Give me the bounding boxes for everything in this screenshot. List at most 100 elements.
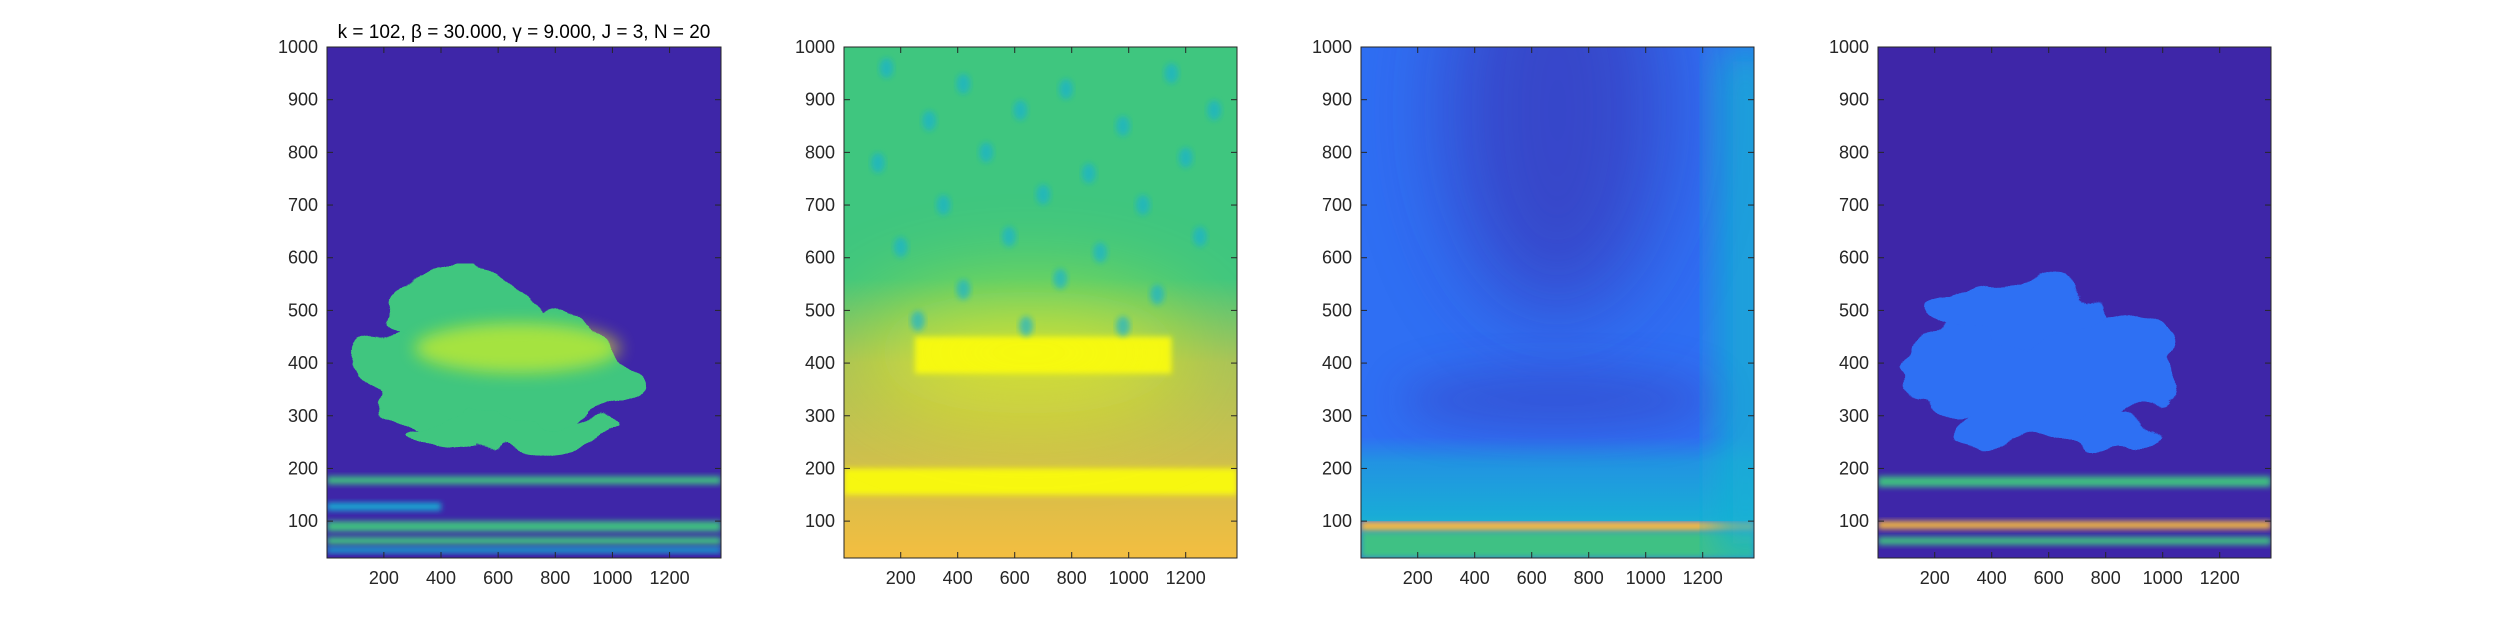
heatmap-spot bbox=[1036, 184, 1051, 205]
heatmap-band bbox=[1361, 521, 1754, 532]
y-tick-label: 1000 bbox=[278, 37, 318, 57]
heatmap-image bbox=[327, 47, 721, 558]
heatmap-spot bbox=[1207, 100, 1222, 121]
y-tick-label: 600 bbox=[288, 248, 318, 268]
y-tick-label: 500 bbox=[288, 300, 318, 320]
heatmap-spot bbox=[956, 73, 971, 94]
heatmap-spot bbox=[1116, 116, 1131, 137]
heatmap-spot bbox=[1013, 100, 1028, 121]
y-tick-label: 600 bbox=[805, 248, 835, 268]
heatmap-spot bbox=[893, 237, 908, 258]
heatmap-spot bbox=[1002, 226, 1017, 247]
y-tick-label: 100 bbox=[1322, 511, 1352, 531]
heatmap-spot bbox=[1150, 284, 1165, 305]
heatmap-panel-4: 200 400 600 800 1000 1200 100 200 300 400 500 600 70… bbox=[1829, 37, 2272, 588]
x-tick-label: 1000 bbox=[1626, 568, 1666, 588]
heatmap-spot bbox=[1059, 79, 1074, 100]
heatmap-gradient bbox=[1361, 436, 1754, 522]
heatmap-panel-2: 200 400 600 800 1000 1200 100 200 300 400 500 600 70… bbox=[795, 37, 1238, 588]
heatmap-edge bbox=[1716, 47, 1754, 558]
x-tick-label: 1200 bbox=[2200, 568, 2240, 588]
heatmap-spot bbox=[870, 152, 885, 173]
heatmap-blob bbox=[1900, 280, 2186, 450]
heatmap-spot bbox=[1178, 147, 1193, 168]
y-tick-label: 900 bbox=[805, 90, 835, 110]
y-tick-label: 300 bbox=[288, 406, 318, 426]
heatmap-image bbox=[844, 47, 1237, 558]
x-tick-label: 1000 bbox=[1109, 568, 1149, 588]
x-tick-label: 800 bbox=[540, 568, 570, 588]
heatmap-band bbox=[327, 536, 721, 545]
heatmap-spot bbox=[1081, 163, 1096, 184]
x-tick-label: 200 bbox=[1920, 568, 1950, 588]
y-tick-label: 800 bbox=[805, 142, 835, 162]
heatmap-spot bbox=[936, 195, 951, 216]
y-tick-label: 300 bbox=[1839, 406, 1869, 426]
heatmap-band bbox=[1361, 531, 1754, 558]
x-tick-label: 400 bbox=[1460, 568, 1490, 588]
x-tick-label: 800 bbox=[2091, 568, 2121, 588]
heatmap-band bbox=[327, 502, 441, 511]
x-tick-label: 400 bbox=[426, 568, 456, 588]
y-tick-label: 100 bbox=[805, 511, 835, 531]
x-tick-label: 1000 bbox=[592, 568, 632, 588]
y-tick-label: 700 bbox=[1322, 195, 1352, 215]
y-tick-label: 300 bbox=[1322, 406, 1352, 426]
x-tick-label: 1000 bbox=[2143, 568, 2183, 588]
heatmap-spot bbox=[922, 110, 937, 131]
x-tick-label: 600 bbox=[1000, 568, 1030, 588]
y-tick-label: 500 bbox=[805, 300, 835, 320]
y-tick-label: 500 bbox=[1839, 300, 1869, 320]
heatmap-band bbox=[844, 468, 1237, 495]
y-tick-label: 700 bbox=[1839, 195, 1869, 215]
heatmap-spot bbox=[956, 279, 971, 300]
y-tick-label: 400 bbox=[288, 353, 318, 373]
y-tick-label: 1000 bbox=[1312, 37, 1352, 57]
heatmap-spot bbox=[1019, 316, 1034, 337]
y-tick-label: 600 bbox=[1839, 248, 1869, 268]
figure-title: k = 102, β = 30.000, γ = 9.000, J = 3, N… bbox=[338, 22, 711, 43]
heatmap-band bbox=[1878, 536, 2271, 545]
y-tick-label: 400 bbox=[805, 353, 835, 373]
x-tick-label: 800 bbox=[1057, 568, 1087, 588]
y-tick-label: 300 bbox=[805, 406, 835, 426]
heatmap-band bbox=[1878, 476, 2271, 487]
y-tick-label: 1000 bbox=[1829, 37, 1869, 57]
y-tick-label: 100 bbox=[1839, 511, 1869, 531]
y-tick-label: 200 bbox=[1839, 458, 1869, 478]
x-tick-label: 1200 bbox=[1166, 568, 1206, 588]
x-tick-label: 200 bbox=[886, 568, 916, 588]
heatmap-band bbox=[327, 547, 721, 553]
heatmap-panel-1: 200 400 600 800 1000 1200 100 200 300 400 500 600 70… bbox=[278, 37, 722, 588]
y-tick-label: 900 bbox=[1839, 90, 1869, 110]
y-tick-label: 800 bbox=[1322, 142, 1352, 162]
heatmap-spot bbox=[979, 142, 994, 163]
y-tick-label: 1000 bbox=[795, 37, 835, 57]
y-tick-label: 800 bbox=[288, 142, 318, 162]
axes-frame bbox=[326, 46, 722, 559]
y-tick-label: 400 bbox=[1839, 353, 1869, 373]
heatmap-spot bbox=[1135, 195, 1150, 216]
heatmap-spot bbox=[1116, 316, 1131, 337]
heatmap-band bbox=[327, 476, 721, 485]
heatmap-band bbox=[1878, 521, 2271, 530]
x-tick-label: 200 bbox=[369, 568, 399, 588]
heatmap-spot bbox=[879, 58, 894, 79]
heatmap-spot bbox=[1053, 268, 1068, 289]
y-tick-label: 100 bbox=[288, 511, 318, 531]
x-tick-label: 1200 bbox=[650, 568, 690, 588]
x-tick-label: 1200 bbox=[1683, 568, 1723, 588]
y-tick-label: 200 bbox=[288, 458, 318, 478]
heatmap-panel-3: 200 400 600 800 1000 1200 100 200 300 400 500 600 70… bbox=[1312, 37, 1755, 588]
axes-frame bbox=[843, 46, 1238, 559]
y-tick-label: 700 bbox=[288, 195, 318, 215]
x-tick-label: 400 bbox=[1977, 568, 2007, 588]
heatmap-spot bbox=[910, 310, 925, 331]
y-tick-label: 700 bbox=[805, 195, 835, 215]
x-tick-label: 200 bbox=[1403, 568, 1433, 588]
heatmap-image bbox=[1361, 47, 1754, 558]
heatmap-spot bbox=[1192, 226, 1207, 247]
y-tick-label: 800 bbox=[1839, 142, 1869, 162]
x-tick-label: 400 bbox=[943, 568, 973, 588]
heatmap-spot bbox=[1164, 63, 1179, 84]
